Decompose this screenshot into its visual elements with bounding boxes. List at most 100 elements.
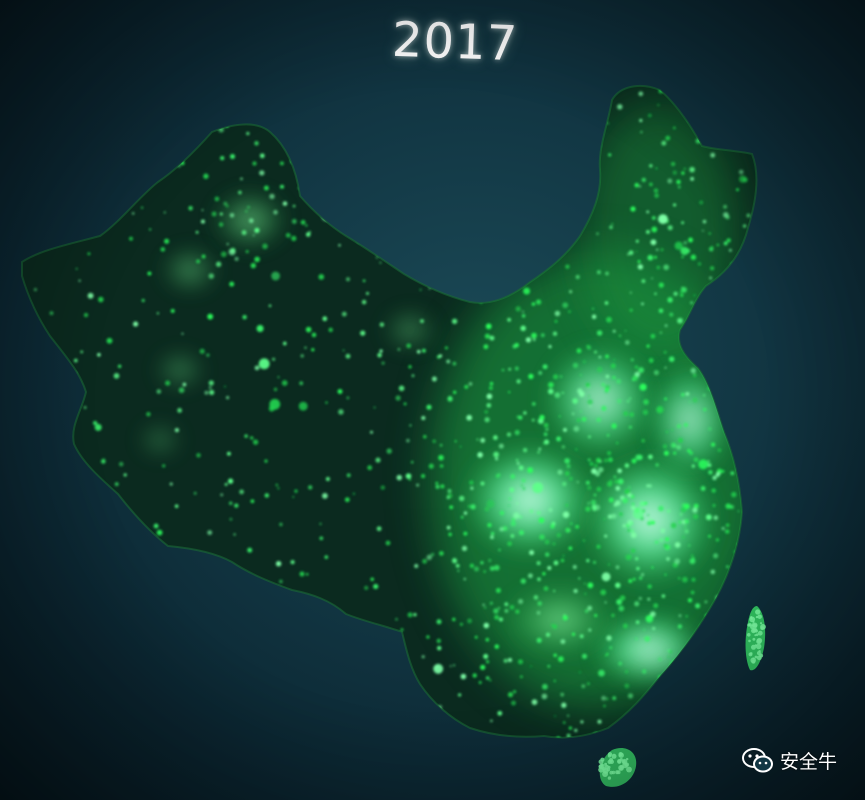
city-light-dot [551,623,554,627]
city-light-dot [493,451,499,458]
city-light-dot [105,628,112,635]
city-light-dot [370,430,373,434]
city-light-dot [88,668,92,672]
island-light-dot [759,622,763,625]
city-light-dot [635,250,638,253]
city-light-dot [291,218,297,224]
city-light-dot [467,87,472,93]
city-light-dot [656,406,664,414]
city-light-dot [654,193,659,198]
city-light-dot [366,291,369,295]
city-light-dot [175,100,180,105]
city-light-dot [646,230,650,234]
city-light-dot [671,428,674,431]
city-light-dot [548,388,554,395]
city-light-dot [464,384,469,389]
city-light-dot [241,230,247,236]
city-light-dot [605,697,609,701]
city-light-dot [449,665,452,668]
city-light-dot [196,259,200,264]
city-light-dot [435,174,440,180]
city-light-dot [651,216,656,220]
city-light-dot [612,696,617,700]
city-light-dot [674,558,680,565]
city-light-dot [220,703,223,706]
city-light-dot [259,170,265,176]
city-light-dot [238,190,242,195]
city-light-dot [225,204,229,208]
city-light-dot [60,395,64,398]
city-light-dot [735,390,739,395]
city-light-dot [637,264,644,270]
city-light-dot [562,511,570,518]
city-light-dot [436,638,441,644]
glow-region [138,422,182,458]
city-light-dot [601,572,611,582]
city-light-dot [70,97,75,103]
city-light-dot [459,622,463,626]
city-light-dot [340,187,346,194]
city-light-dot [723,204,727,209]
city-light-dot [649,182,653,187]
city-light-dot [587,501,590,505]
city-light-dot [709,276,712,280]
city-light-dot [644,636,650,642]
island-light-dot [755,609,761,615]
city-light-dot [22,125,26,131]
city-light-dot [252,757,257,762]
city-light-dot [681,256,684,259]
city-light-dot [522,487,526,490]
city-light-dot [637,717,643,723]
city-light-dot [166,740,170,744]
city-light-dot [704,630,707,634]
city-light-dot [533,338,536,341]
city-light-dot [696,732,699,735]
city-light-dot [406,343,412,349]
city-light-dot [700,121,706,127]
city-light-dot [523,411,527,415]
city-light-dot [520,325,526,332]
city-light-dot [659,331,662,334]
city-light-dot [584,609,589,613]
city-light-dot [680,507,687,513]
city-light-dot [446,525,451,530]
city-light-dot [422,731,425,734]
city-light-dot [753,459,757,465]
city-light-dot [730,305,735,310]
city-light-dot [665,537,670,542]
glow-region [540,340,660,460]
city-light-dot [460,673,467,680]
glow-region [460,440,600,560]
city-light-dot [538,517,545,524]
city-light-dot [699,625,703,628]
city-light-dot [106,337,113,344]
city-light-dot [332,97,337,102]
city-light-dot [363,722,368,727]
city-light-dot [118,364,122,368]
island-light-dot [750,644,757,650]
city-light-dot [102,458,105,461]
city-light-dot [590,499,597,506]
city-light-dot [438,354,443,358]
city-light-dot [75,139,78,141]
city-light-dot [137,114,148,125]
city-light-dot [248,218,254,224]
city-light-dot [118,461,124,467]
city-light-dot [689,558,696,564]
city-light-dot [451,318,458,324]
city-light-dot [531,302,536,306]
city-light-dot [746,414,750,418]
city-light-dot [106,644,112,651]
city-light-dot [721,328,725,331]
city-light-dot [676,444,682,450]
city-light-dot [639,185,642,188]
city-light-dot [486,393,493,400]
city-light-dot [208,386,212,390]
city-light-dot [731,341,737,348]
city-light-dot [283,341,287,346]
city-light-dot [483,653,489,659]
city-light-dot [108,87,113,93]
city-light-dot [554,214,557,217]
city-light-dot [605,390,608,393]
city-light-dot [123,473,127,477]
